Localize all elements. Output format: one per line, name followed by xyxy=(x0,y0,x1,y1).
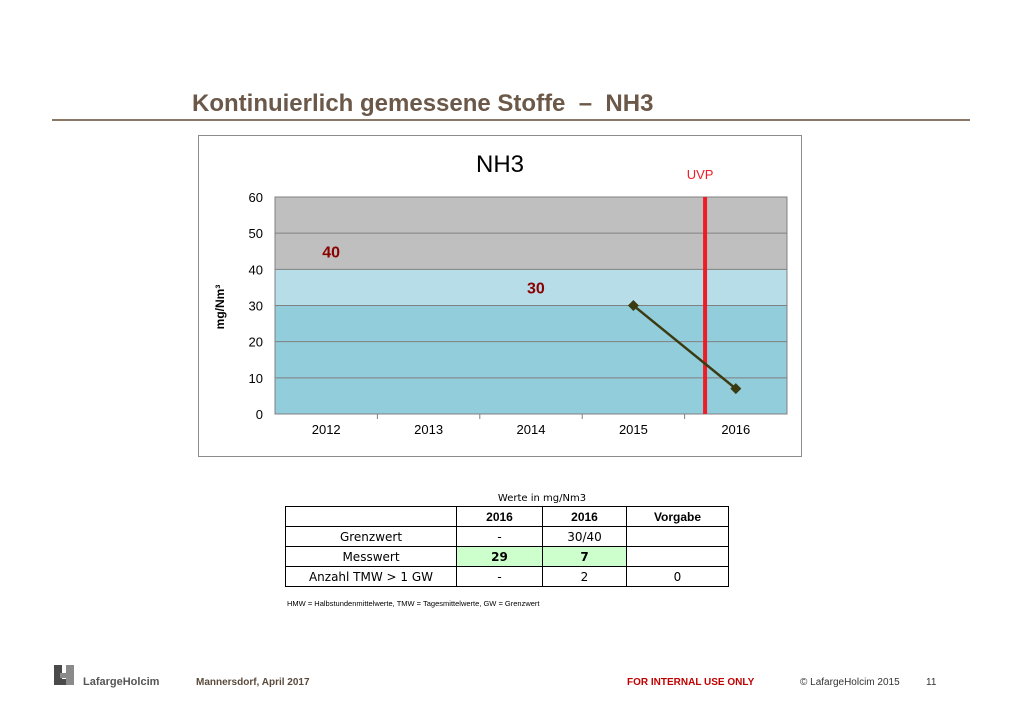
data-point xyxy=(730,383,742,395)
table-cell xyxy=(626,526,729,547)
title-divider xyxy=(52,119,970,121)
table-cell-highlighted: 29 xyxy=(456,546,543,567)
limit-label: 40 xyxy=(322,244,340,261)
y-tick-label: 40 xyxy=(249,262,263,277)
limit-band xyxy=(275,269,787,306)
series-line xyxy=(632,304,737,390)
chart-title: NH3 xyxy=(476,151,524,178)
y-tick-label: 60 xyxy=(249,190,263,205)
table-cell-highlighted: 7 xyxy=(542,546,627,567)
y-axis-label: mg/Nm³ xyxy=(213,285,227,330)
table-cell: 2 xyxy=(542,566,627,587)
table-row: Messwert 29 7 xyxy=(285,546,729,567)
table-cell: Messwert xyxy=(285,546,457,567)
data-point xyxy=(627,300,639,311)
table-cell: Anzahl TMW > 1 GW xyxy=(285,566,457,587)
table-header-cell: Vorgabe xyxy=(626,506,729,527)
y-tick-label: 30 xyxy=(249,299,263,314)
limit-label: 30 xyxy=(527,280,545,297)
values-table: 2016 2016 Vorgabe Grenzwert - 30/40 Mess… xyxy=(285,506,729,587)
footer-page-number: 11 xyxy=(926,677,937,688)
footer-location: Mannersdorf, April 2017 xyxy=(196,677,310,688)
table-cell: - xyxy=(456,526,543,547)
y-tick-label: 20 xyxy=(249,335,263,350)
table-cell: 30/40 xyxy=(542,526,627,547)
x-tick-label: 2016 xyxy=(721,422,750,437)
table-cell: Grenzwert xyxy=(285,526,457,547)
footer-confidential: FOR INTERNAL USE ONLY xyxy=(627,677,755,688)
x-tick-label: 2015 xyxy=(619,422,648,437)
x-tick-label: 2013 xyxy=(414,422,443,437)
table-row: Anzahl TMW > 1 GW - 2 0 xyxy=(285,566,729,587)
y-tick-label: 10 xyxy=(249,371,263,386)
page-title: Kontinuierlich gemessene Stoffe – NH3 xyxy=(192,90,654,117)
uvp-label: UVP xyxy=(687,167,714,182)
table-cell: 0 xyxy=(626,566,729,587)
table-cell xyxy=(626,546,729,567)
table-row: Grenzwert - 30/40 xyxy=(285,526,729,547)
table-footnote: HMW = Halbstundenmittelwerte, TMW = Tage… xyxy=(287,599,540,608)
table-header-row: 2016 2016 Vorgabe xyxy=(285,506,729,527)
limit-band xyxy=(275,305,787,414)
logo-text: LafargeHolcim xyxy=(83,676,160,688)
lafargeholcim-logo-icon xyxy=(54,665,74,685)
footer-copyright: © LafargeHolcim 2015 xyxy=(800,677,900,688)
table-cell: - xyxy=(456,566,543,587)
table-caption: Werte in mg/Nm3 xyxy=(497,493,587,504)
y-tick-label: 0 xyxy=(256,407,263,422)
x-tick-label: 2012 xyxy=(312,422,341,437)
x-tick-label: 2014 xyxy=(517,422,546,437)
table-header-cell: 2016 xyxy=(542,506,627,527)
y-tick-label: 50 xyxy=(249,226,263,241)
table-header-cell xyxy=(285,506,457,527)
table-header-cell: 2016 xyxy=(456,506,543,527)
